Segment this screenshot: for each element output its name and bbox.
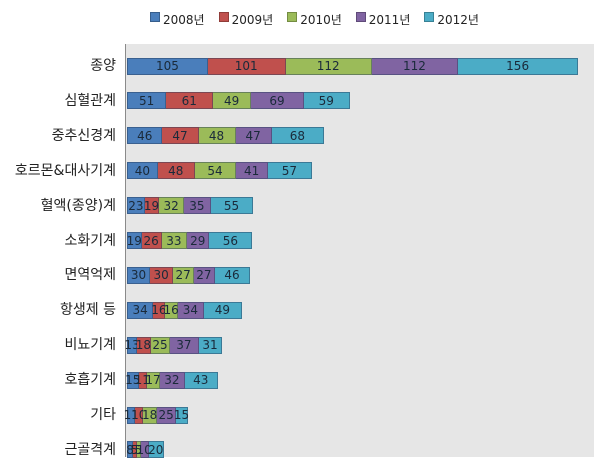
bar-segment: 54 [194, 162, 237, 180]
bar-segment: 18 [141, 406, 158, 424]
bar-segment: 19 [143, 197, 160, 215]
legend-label: 2009년 [231, 12, 274, 27]
category-label: 근골격계 [64, 441, 116, 458]
bar-segment: 41 [236, 162, 268, 180]
legend-label: 2012년 [437, 12, 479, 27]
bar-segment: 20 [148, 441, 164, 459]
stacked-bar: 23 19 32 35 55 [127, 197, 254, 215]
stacked-bar: 30 30 27 27 46 [127, 266, 251, 284]
category-label: 비뇨기계 [64, 337, 116, 354]
chart-legend: 2008년 2009년 2010년 2011년 2012년 [150, 8, 530, 30]
stacked-bar: 8 5 5 10 20 [126, 441, 164, 459]
legend-label: 2008년 [163, 12, 205, 27]
stacked-bar: 19 26 33 29 56 [126, 232, 253, 249]
legend-item: 2011년 [355, 11, 411, 28]
category-label: 면역억제 [64, 267, 116, 284]
bar-segment: 68 [271, 127, 325, 145]
legend-label: 2010년 [300, 12, 342, 27]
category-label: 소화기계 [64, 232, 116, 249]
bar-segment: 15 [125, 371, 141, 389]
bar-segment: 31 [198, 336, 223, 354]
legend-swatch-icon [150, 12, 160, 22]
bar-segment: 156 [458, 57, 579, 75]
legend-swatch-icon [287, 12, 298, 22]
stacked-bar: 40 48 54 41 57 [127, 162, 312, 180]
bar-segment: 61 [166, 92, 214, 110]
bar-segment: 49 [213, 92, 251, 110]
bar-segment: 18 [135, 336, 152, 354]
legend-swatch-icon [218, 12, 229, 22]
category-label: 종양 [90, 58, 116, 74]
bar-segment: 47 [235, 127, 272, 145]
bar-segment: 57 [267, 162, 312, 180]
bar-segment: 10 [131, 406, 147, 424]
bar-segment: 33 [161, 232, 188, 249]
bar-segment: 34 [127, 301, 154, 319]
bar-segment: 25 [157, 406, 177, 424]
bar-segment: 19 [126, 232, 142, 249]
legend-swatch-icon [424, 12, 435, 22]
legend-label: 2011년 [368, 12, 411, 27]
bar-segment: 32 [159, 197, 184, 215]
stacked-bar: 15 11 17 32 43 [125, 371, 218, 389]
legend-item: 2012년 [424, 11, 479, 28]
bar-segment: 47 [162, 127, 199, 145]
legend-item: 2010년 [287, 11, 342, 28]
bar-segment: 59 [304, 92, 350, 110]
legend-item: 2009년 [218, 11, 274, 28]
stacked-bar: 105 101 112 112 156 [127, 57, 579, 75]
category-label: 호흡기계 [64, 372, 116, 389]
bar-segment: 30 [127, 266, 151, 284]
category-label: 기타 [90, 407, 116, 423]
bar-segment: 56 [209, 232, 253, 249]
stacked-bar: 51 61 49 69 59 [127, 92, 350, 110]
bar-segment: 35 [183, 197, 211, 215]
stacked-bar: 34 16 16 34 49 [127, 301, 242, 319]
bar-segment: 23 [127, 197, 145, 215]
bar-segment: 25 [150, 336, 171, 354]
bar-segment: 27 [193, 266, 215, 284]
bar-segment: 55 [210, 197, 254, 215]
bar-segment: 29 [187, 232, 210, 249]
category-label: 혈액(종양)계 [40, 197, 116, 214]
bar-segment: 11 [134, 371, 150, 389]
bar-segment: 13 [124, 336, 140, 354]
bar-segment: 11 [123, 406, 139, 424]
bar-segment: 32 [160, 371, 185, 389]
bar-segment: 37 [170, 336, 199, 354]
bar-segment: 112 [285, 57, 372, 75]
category-label: 항생제 등 [60, 302, 116, 319]
bar-segment: 27 [173, 266, 194, 284]
stacked-bar: 46 47 48 47 68 [127, 127, 325, 145]
category-label: 중추신경계 [51, 127, 116, 144]
legend-swatch-icon [355, 12, 366, 22]
bar-segment: 43 [184, 371, 218, 389]
legend-item: 2008년 [150, 11, 205, 28]
bar-segment: 15 [173, 406, 190, 424]
bar-segment: 16 [151, 301, 167, 319]
bar-segment: 112 [371, 57, 459, 75]
bar-segment: 48 [157, 162, 195, 180]
bar-segment: 34 [177, 301, 204, 319]
bar-segment: 49 [203, 301, 242, 319]
bar-segment: 46 [127, 127, 163, 145]
category-label: 호르몬&대사기계 [14, 162, 116, 179]
stacked-bar: 13 18 25 37 31 [124, 336, 223, 354]
bar-segment: 48 [198, 127, 236, 145]
bar-segment: 101 [207, 57, 286, 75]
bar-segment: 40 [127, 162, 158, 180]
stacked-bar: 11 10 18 25 15 [123, 406, 190, 424]
bar-segment: 105 [127, 57, 208, 75]
bar-segment: 16 [163, 301, 179, 319]
bar-segment: 46 [214, 266, 251, 284]
bar-segment: 51 [127, 92, 167, 110]
bar-segment: 30 [150, 266, 174, 284]
bar-segment: 69 [250, 92, 305, 110]
bar-segment: 17 [145, 371, 161, 389]
bar-segment: 26 [141, 232, 162, 249]
category-label: 심혈관계 [64, 92, 116, 109]
